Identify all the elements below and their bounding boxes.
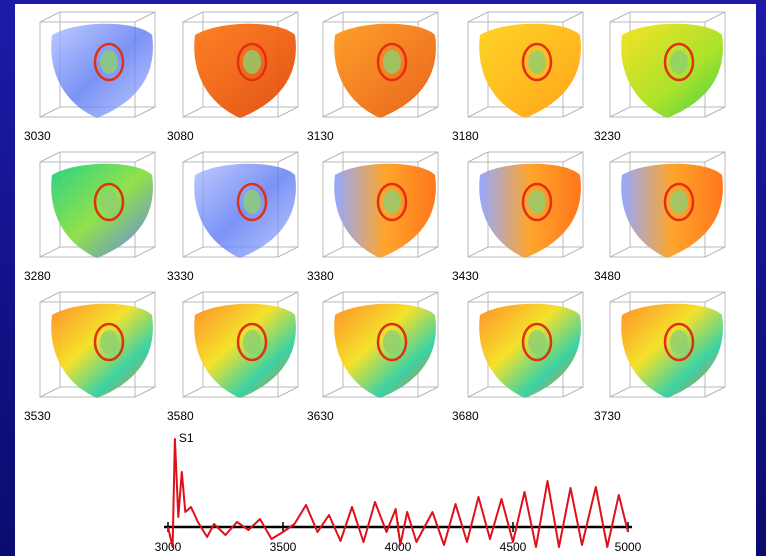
annotation: S1: [179, 431, 194, 445]
heart-core: [243, 330, 261, 354]
heart-core: [528, 330, 546, 354]
heart-core: [383, 330, 401, 354]
slide: 3030 3080 3130 3180 3230 3280 3330 3380 3430 3480…: [0, 0, 766, 556]
panel-label: 3230: [594, 129, 621, 143]
panel-label: 3630: [307, 409, 334, 423]
heart-core: [100, 190, 118, 214]
panel-label: 3130: [307, 129, 334, 143]
x-tick-label: 3000: [155, 540, 182, 554]
heart-core: [243, 190, 261, 214]
page: 3030 3080 3130 3180 3230 3280 3330 3380 3430 3480…: [0, 0, 766, 556]
panel-label: 3080: [167, 129, 194, 143]
heart-core: [528, 190, 546, 214]
panel-label: 3330: [167, 269, 194, 283]
panel-label: 3680: [452, 409, 479, 423]
panel-label: 3030: [24, 129, 51, 143]
panel-label: 3730: [594, 409, 621, 423]
x-tick-label: 3500: [270, 540, 297, 554]
x-tick-label: 4000: [385, 540, 412, 554]
heart-core: [528, 50, 546, 74]
panel-label: 3430: [452, 269, 479, 283]
x-tick-label: 5000: [615, 540, 642, 554]
panel-label: 3280: [24, 269, 51, 283]
heart-core: [670, 190, 688, 214]
heart-core: [383, 190, 401, 214]
heart-core: [243, 50, 261, 74]
panel-label: 3480: [594, 269, 621, 283]
heart-core: [100, 330, 118, 354]
panel-label: 3380: [307, 269, 334, 283]
heart-core: [670, 330, 688, 354]
panel-label: 3180: [452, 129, 479, 143]
heart-core: [100, 50, 118, 74]
heart-core: [383, 50, 401, 74]
heart-core: [670, 50, 688, 74]
panel-label: 3580: [167, 409, 194, 423]
panel-label: 3530: [24, 409, 51, 423]
